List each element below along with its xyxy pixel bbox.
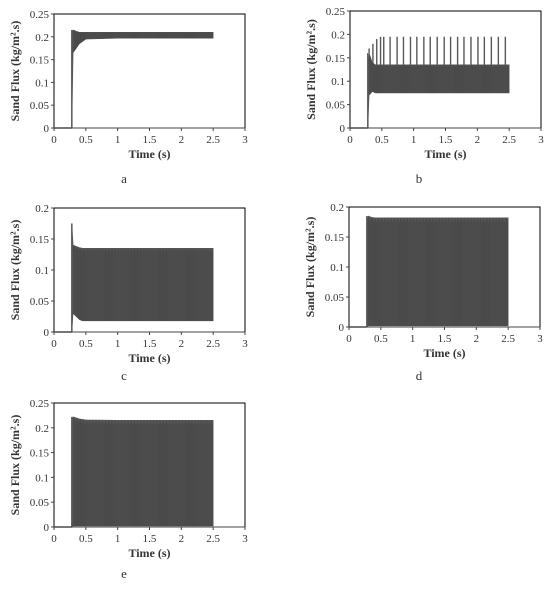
y-tick-label: 0.25 [30, 9, 50, 21]
series-oscillation [72, 30, 213, 53]
x-tick-label: 1 [115, 134, 121, 146]
y-tick-label: 0.25 [326, 6, 346, 18]
x-tick-label: 3 [242, 134, 248, 146]
x-tick-label: 2 [474, 333, 480, 345]
x-tick-label: 2 [475, 134, 481, 146]
x-tick-label: 3 [242, 533, 248, 545]
y-tick-label: 0.15 [30, 448, 50, 460]
x-tick-label: 1 [115, 338, 121, 350]
panel-label: a [121, 171, 127, 186]
y-tick-label: 0.2 [330, 202, 344, 214]
y-tick-label: 0.1 [331, 76, 345, 88]
y-tick-label: 0.2 [35, 423, 49, 435]
chart-panel-d: 0 0.5 1 1.5 2 2.5 3 0 0.05 0.1 0.15 0.2 Time (s) Sand… [303, 202, 543, 383]
x-tick-label: 0.5 [79, 533, 93, 545]
x-tick-label: 0 [347, 134, 353, 146]
x-tick-label: 2.5 [206, 134, 220, 146]
x-tick-label: 3 [538, 134, 544, 146]
y-tick-label: 0.1 [35, 472, 49, 484]
y-axis-title: Sand Flux (kg/m².s) [8, 220, 22, 321]
panel-label: c [121, 368, 127, 383]
y-tick-label: 0.1 [330, 262, 344, 274]
series-oscillation [72, 245, 213, 321]
y-tick-label: 0.1 [35, 77, 49, 89]
y-tick-label: 0 [44, 522, 50, 534]
chart-panel-b: 0 0.5 1 1.5 2 2.5 3 0 0.05 0.1 0.15 0.2 0.25 Time (s)… [304, 6, 544, 186]
x-tick-label: 0 [346, 333, 352, 345]
x-tick-label: 3 [242, 338, 248, 350]
y-tick-label: 0.1 [35, 265, 49, 277]
y-tick-label: 0.05 [325, 292, 345, 304]
y-axis-title: Sand Flux (kg/m².s) [8, 21, 22, 122]
y-axis-title: Sand Flux (kg/m².s) [304, 19, 318, 120]
y-tick-label: 0.15 [326, 53, 346, 65]
y-tick-label: 0.05 [326, 100, 346, 112]
y-axis-title: Sand Flux (kg/m².s) [8, 415, 22, 516]
series-oscillation [72, 417, 213, 527]
panel-label: d [416, 368, 423, 383]
y-tick-label: 0.15 [30, 234, 50, 246]
x-tick-label: 1.5 [143, 134, 157, 146]
panel-label: e [121, 566, 127, 581]
x-axis-title: Time (s) [128, 147, 170, 161]
y-tick-label: 0 [339, 322, 345, 334]
y-tick-label: 0 [44, 123, 50, 135]
y-tick-label: 0.2 [35, 203, 49, 215]
chart-panel-c: 0 0.5 1 1.5 2 2.5 3 0 0.05 0.1 0.15 0.2 Time (s) Sand… [8, 203, 248, 383]
x-tick-label: 0 [51, 338, 57, 350]
plot-frame [53, 13, 246, 129]
series-oscillation [368, 53, 509, 96]
y-tick-label: 0 [340, 123, 346, 135]
x-tick-label: 2 [179, 533, 185, 545]
x-tick-label: 1.5 [438, 333, 452, 345]
y-axis-title: Sand Flux (kg/m².s) [303, 217, 317, 318]
y-tick-label: 0.2 [331, 29, 345, 41]
x-axis-title: Time (s) [128, 546, 170, 560]
x-tick-label: 0.5 [79, 338, 93, 350]
series-oscillation [367, 216, 508, 326]
x-tick-label: 0.5 [79, 134, 93, 146]
y-tick-label: 0.25 [30, 398, 50, 410]
y-tick-label: 0.15 [30, 55, 50, 67]
x-tick-label: 1.5 [439, 134, 453, 146]
x-tick-label: 2.5 [501, 333, 515, 345]
x-tick-label: 1 [115, 533, 121, 545]
y-tick-label: 0.05 [30, 100, 50, 112]
x-tick-label: 0.5 [375, 134, 389, 146]
x-tick-label: 2 [179, 338, 185, 350]
x-axis-title: Time (s) [423, 346, 465, 360]
y-tick-label: 0.2 [35, 32, 49, 44]
chart-panel-a: 0 0.5 1 1.5 2 2.5 3 0 0.05 0.1 0.15 0.2 0.25 Time (s)… [8, 9, 248, 186]
x-axis-title: Time (s) [128, 351, 170, 365]
x-tick-label: 0 [51, 533, 57, 545]
y-tick-label: 0 [44, 327, 50, 339]
x-tick-label: 2 [179, 134, 185, 146]
panel-label: b [416, 171, 423, 186]
x-tick-label: 1 [411, 134, 417, 146]
x-tick-label: 2.5 [206, 533, 220, 545]
y-tick-label: 0.05 [30, 497, 50, 509]
chart-panel-e: 0 0.5 1 1.5 2 2.5 3 0 0.05 0.1 0.15 0.2 0.25 Time (s)… [8, 398, 248, 581]
y-tick-label: 0.15 [325, 232, 345, 244]
x-tick-label: 3 [537, 333, 543, 345]
x-tick-label: 1.5 [143, 338, 157, 350]
x-axis-title: Time (s) [424, 147, 466, 161]
x-tick-label: 1.5 [143, 533, 157, 545]
x-tick-label: 2.5 [502, 134, 516, 146]
x-tick-label: 0.5 [374, 333, 388, 345]
x-tick-label: 2.5 [206, 338, 220, 350]
x-tick-label: 1 [410, 333, 416, 345]
x-tick-label: 0 [51, 134, 57, 146]
y-tick-label: 0.05 [30, 296, 50, 308]
